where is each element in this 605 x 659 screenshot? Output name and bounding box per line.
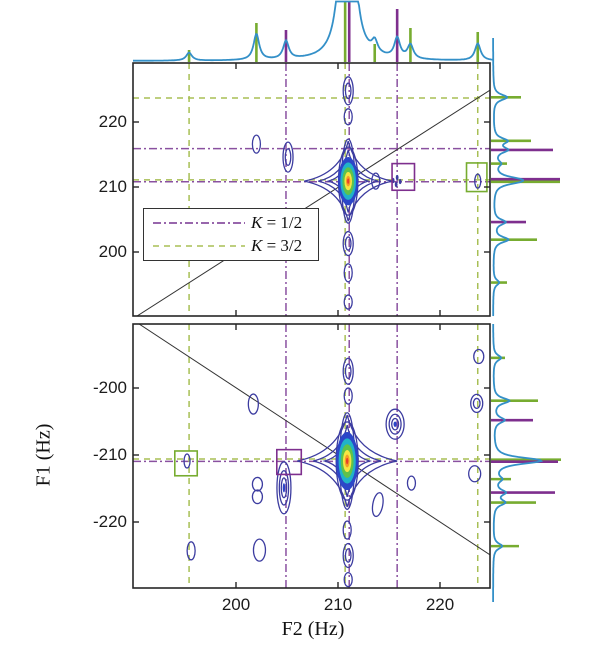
highlight-box bbox=[391, 162, 416, 192]
legend-label-k-three-half: K = 3/2 bbox=[251, 236, 303, 256]
x-axis-label: F2 (Hz) bbox=[281, 618, 345, 640]
y-tick-label: -210 bbox=[92, 445, 127, 464]
contour-peak bbox=[371, 492, 384, 518]
y-tick-label: 210 bbox=[98, 177, 127, 196]
contour-peak bbox=[470, 393, 484, 414]
y-axis-label: F1 (Hz) bbox=[32, 423, 55, 487]
right-projection-curve-top bbox=[492, 38, 525, 317]
legend-item-k-half: K = 1/2 bbox=[148, 211, 314, 235]
contour-peak bbox=[342, 357, 354, 385]
k-half-line-sample bbox=[153, 221, 245, 224]
bottom-panel-frame bbox=[132, 323, 491, 589]
contour-peak bbox=[406, 475, 417, 491]
contour-peak bbox=[371, 172, 381, 190]
top-panel-frame bbox=[132, 62, 491, 317]
highlight-box bbox=[174, 450, 199, 477]
contour-peak bbox=[342, 520, 352, 540]
k-three-half-line-sample bbox=[153, 245, 245, 248]
contour-peak bbox=[342, 542, 354, 569]
x-tick-label: 220 bbox=[425, 595, 455, 614]
diagonal-top bbox=[136, 89, 490, 316]
contour-peak bbox=[342, 230, 354, 257]
bottom-panel-content bbox=[133, 324, 490, 588]
y-tick-label: 200 bbox=[98, 242, 127, 261]
contour-peak bbox=[282, 141, 294, 173]
contour-peak bbox=[343, 387, 353, 405]
contour-peak bbox=[343, 571, 353, 588]
contour-peak bbox=[251, 134, 262, 154]
x-tick-label: 200 bbox=[221, 595, 251, 614]
diagonal-bottom bbox=[138, 324, 490, 556]
contour-peak bbox=[186, 541, 196, 561]
contour-peak bbox=[474, 173, 482, 189]
contour-peak bbox=[343, 108, 353, 126]
y-tick-label: -220 bbox=[92, 512, 127, 531]
contour-peak bbox=[252, 538, 267, 562]
top-projection-curve bbox=[133, 0, 494, 62]
y-tick-label: 220 bbox=[98, 112, 127, 131]
contour-peak bbox=[183, 453, 191, 469]
contour-peak bbox=[247, 393, 259, 415]
contour-peak bbox=[473, 348, 485, 365]
contour-peak bbox=[343, 294, 353, 310]
contour-peak bbox=[276, 461, 292, 515]
contour-peak bbox=[342, 76, 354, 106]
x-tick-label: 210 bbox=[323, 595, 353, 614]
contour-peak bbox=[468, 465, 482, 483]
legend: K = 1/2 K = 3/2 bbox=[143, 208, 319, 261]
contour-peak bbox=[304, 138, 393, 224]
legend-item-k-three-half: K = 3/2 bbox=[148, 235, 314, 259]
y-tick-label: -200 bbox=[92, 378, 127, 397]
highlight-box bbox=[275, 448, 303, 476]
contour-peak bbox=[297, 412, 398, 510]
right-projection-curve-bottom bbox=[492, 324, 544, 602]
contour-peak bbox=[251, 476, 264, 505]
legend-label-k-half: K = 1/2 bbox=[251, 212, 303, 232]
contour-peak bbox=[343, 263, 353, 283]
highlight-box bbox=[465, 162, 488, 193]
contour-peak bbox=[385, 408, 405, 440]
top-panel-content bbox=[133, 63, 490, 316]
